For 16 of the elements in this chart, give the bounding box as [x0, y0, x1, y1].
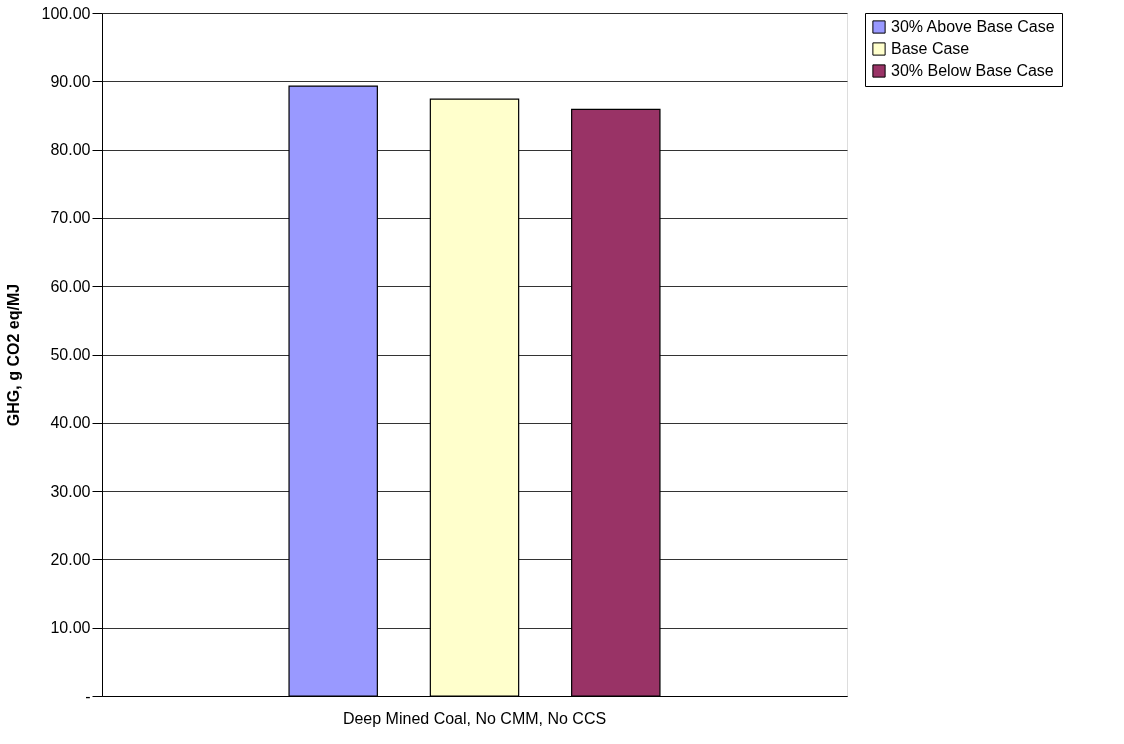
y-axis-title: GHG, g CO2 eq/MJ [4, 283, 22, 427]
y-tick-label: 70.00 [50, 209, 91, 227]
y-tick-label: 50.00 [50, 346, 91, 363]
y-tick-label: 10.00 [50, 619, 91, 637]
legend-label: 30% Above Base Case [891, 18, 1055, 35]
y-tick-label: - [85, 687, 91, 705]
legend-label: 30% Below Base Case [891, 62, 1054, 79]
y-tick-label: 90.00 [50, 72, 91, 90]
legend-label: Base Case [891, 40, 970, 57]
y-tick-label: 20.00 [50, 550, 91, 568]
y-tick-label: 30.00 [50, 482, 91, 500]
y-tick-label: 40.00 [50, 414, 91, 432]
y-tick-label: 60.00 [50, 277, 91, 295]
y-tick-label: 80.00 [50, 141, 91, 159]
x-tick-label: Deep Mined Coal, No CMM, No CCS [342, 709, 607, 727]
y-tick-label: 100.00 [41, 4, 91, 22]
